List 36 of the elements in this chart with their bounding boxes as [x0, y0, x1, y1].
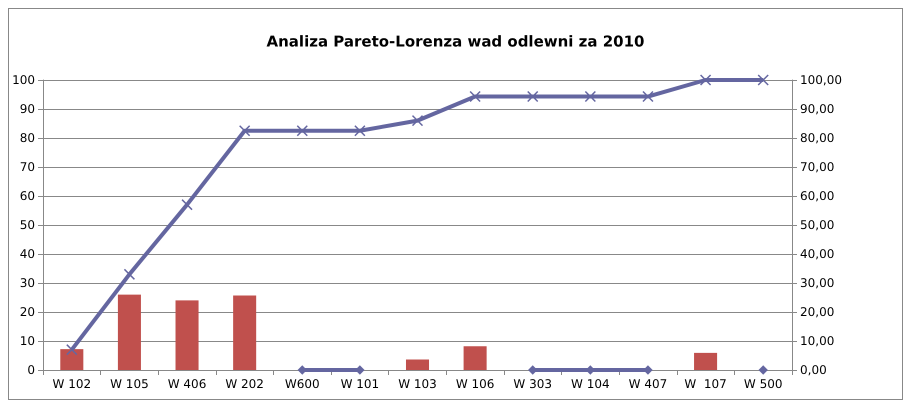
x-tick-label: W 106 [456, 377, 494, 391]
y2-tick-label: 80,00 [800, 131, 834, 145]
y-tick-label: 100 [12, 73, 35, 87]
y-tick-label: 0 [27, 363, 35, 377]
y-tick-label: 70 [20, 160, 35, 174]
x-tick-label: W 101 [340, 377, 380, 391]
y2-tick-label: 40,00 [800, 247, 834, 261]
y-tick-label: 60 [20, 189, 35, 203]
y2-tick-label: 0,00 [800, 363, 827, 377]
x-tick-label: W 104 [571, 377, 610, 391]
x-tick-label: W 105 [110, 377, 149, 391]
y-tick-label: 20 [20, 305, 35, 319]
x-tick-label: W600 [284, 377, 320, 391]
y2-tick-label: 60,00 [800, 189, 834, 203]
y-tick-label: 40 [20, 247, 35, 261]
y2-tick-label: 50,00 [800, 218, 834, 232]
x-tick-label: W 500 [744, 377, 782, 391]
y-tick-label: 10 [20, 334, 35, 348]
y2-tick-label: 20,00 [800, 305, 834, 319]
x-tick-label: W 102 [52, 377, 92, 391]
x-tick-label: W 406 [168, 377, 206, 391]
x-tick-label: W 303 [513, 377, 552, 391]
y-tick-label: 30 [20, 276, 35, 290]
chart-title: Analiza Pareto-Lorenza wad odlewni za 2010 [266, 32, 644, 50]
x-tick-label: W 103 [398, 377, 437, 391]
x-tick-label: W 407 [628, 377, 668, 391]
x-tick-label: W 202 [225, 377, 264, 391]
x-tick-label: W 107 [684, 377, 727, 391]
y2-tick-label: 10,00 [800, 334, 834, 348]
y2-tick-label: 30,00 [800, 276, 834, 290]
y2-tick-label: 100,00 [800, 73, 842, 87]
y2-tick-label: 90,00 [800, 102, 834, 116]
y-tick-label: 80 [20, 131, 35, 145]
y-tick-label: 50 [20, 218, 35, 232]
y-tick-label: 90 [20, 102, 35, 116]
y2-tick-label: 70,00 [800, 160, 834, 174]
